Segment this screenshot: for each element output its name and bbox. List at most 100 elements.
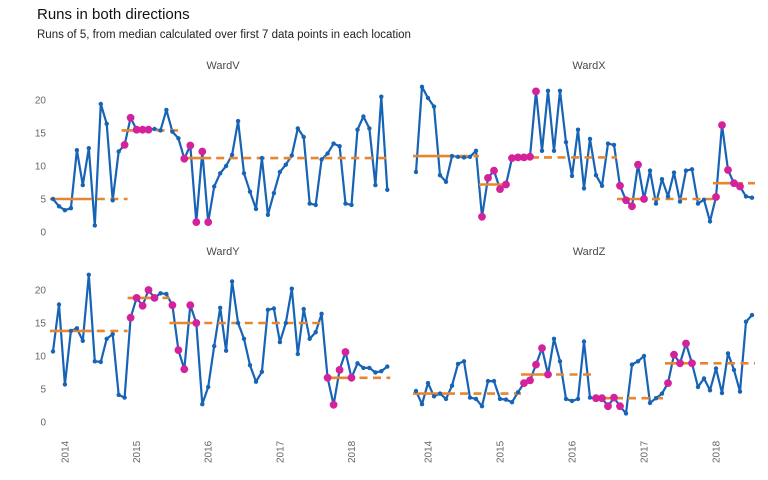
data-point	[265, 212, 271, 217]
data-point	[497, 396, 503, 402]
data-point	[719, 390, 725, 396]
run-highlight-point	[144, 125, 153, 134]
data-point	[116, 392, 121, 398]
data-point	[176, 136, 181, 141]
data-point	[581, 186, 587, 191]
data-point	[425, 380, 431, 386]
data-point	[50, 196, 56, 202]
data-point	[122, 395, 127, 400]
run-highlight-point	[496, 185, 504, 194]
x-tick-label: 2015	[496, 440, 507, 463]
wardy-series-line	[51, 273, 389, 406]
chart-title: Runs in both directions	[37, 6, 190, 23]
data-point	[56, 302, 62, 307]
data-point	[110, 198, 115, 203]
data-point	[277, 169, 283, 175]
data-point	[271, 306, 277, 311]
run-highlight-point	[186, 141, 195, 150]
data-point	[283, 162, 288, 167]
data-point	[68, 206, 74, 211]
data-point	[467, 395, 473, 400]
data-point	[385, 187, 390, 192]
data-point	[373, 182, 378, 188]
run-highlight-point	[502, 180, 510, 189]
data-point	[271, 190, 277, 196]
data-point	[241, 171, 247, 176]
data-point	[319, 157, 324, 162]
data-point	[379, 369, 384, 374]
data-point	[647, 400, 653, 406]
run-highlight-point	[520, 153, 528, 162]
run-highlight-point	[120, 141, 129, 149]
data-point	[545, 88, 551, 94]
data-point	[343, 201, 348, 206]
data-point	[713, 366, 719, 371]
data-point	[611, 142, 617, 148]
data-point	[331, 141, 336, 146]
data-point	[749, 312, 755, 318]
data-point	[581, 339, 587, 344]
data-point	[313, 330, 318, 335]
data-point	[701, 197, 707, 202]
run-highlight-point	[544, 370, 552, 379]
data-point	[206, 384, 211, 390]
x-tick-label: 2018	[347, 440, 358, 463]
data-point	[689, 167, 695, 172]
data-point	[641, 353, 647, 359]
data-point	[253, 206, 259, 212]
data-point	[743, 194, 749, 199]
data-point	[419, 402, 425, 407]
data-point	[695, 201, 701, 206]
data-point	[419, 84, 425, 90]
data-point	[212, 184, 217, 189]
facet-strip-wardv: WardV	[206, 60, 240, 72]
run-highlight-point	[186, 301, 195, 310]
data-point	[212, 343, 217, 349]
data-point	[223, 163, 229, 169]
data-point	[200, 402, 205, 407]
data-point	[467, 154, 473, 159]
data-point	[455, 361, 461, 367]
x-tick-label: 2014	[60, 440, 71, 463]
data-point	[253, 379, 259, 384]
data-point	[623, 411, 629, 416]
data-point	[731, 367, 737, 373]
run-highlight-point	[604, 402, 612, 411]
run-highlight-point	[198, 147, 207, 156]
run-highlight-point	[616, 181, 624, 190]
run-highlight-point	[484, 174, 492, 182]
data-point	[373, 370, 378, 375]
data-point	[98, 359, 104, 365]
data-point	[277, 339, 283, 345]
data-point	[431, 104, 437, 109]
data-point	[557, 359, 563, 364]
run-highlight-point	[323, 373, 332, 382]
data-point	[265, 307, 271, 312]
data-point	[379, 94, 384, 99]
data-point	[110, 332, 115, 337]
data-point	[473, 148, 479, 153]
run-highlight-point	[180, 365, 189, 374]
data-point	[301, 134, 306, 140]
data-point	[50, 349, 56, 354]
data-point	[74, 326, 80, 331]
data-point	[319, 311, 324, 316]
run-highlight-point	[592, 394, 600, 403]
run-highlight-point	[192, 218, 201, 227]
data-point	[449, 383, 455, 388]
data-point	[92, 223, 98, 228]
run-highlight-point	[634, 160, 642, 169]
run-highlight-point	[610, 393, 618, 402]
data-point	[241, 336, 247, 341]
data-point	[86, 146, 92, 151]
run-highlight-point	[526, 152, 534, 161]
data-point	[80, 182, 86, 188]
chart-subtitle: Runs of 5, from median calculated over f…	[37, 29, 411, 41]
run-highlight-point	[126, 113, 135, 122]
data-point	[479, 404, 485, 409]
data-point	[515, 390, 521, 395]
data-point	[307, 201, 312, 206]
data-point	[295, 126, 300, 131]
data-point	[355, 127, 360, 132]
data-point	[701, 376, 707, 381]
